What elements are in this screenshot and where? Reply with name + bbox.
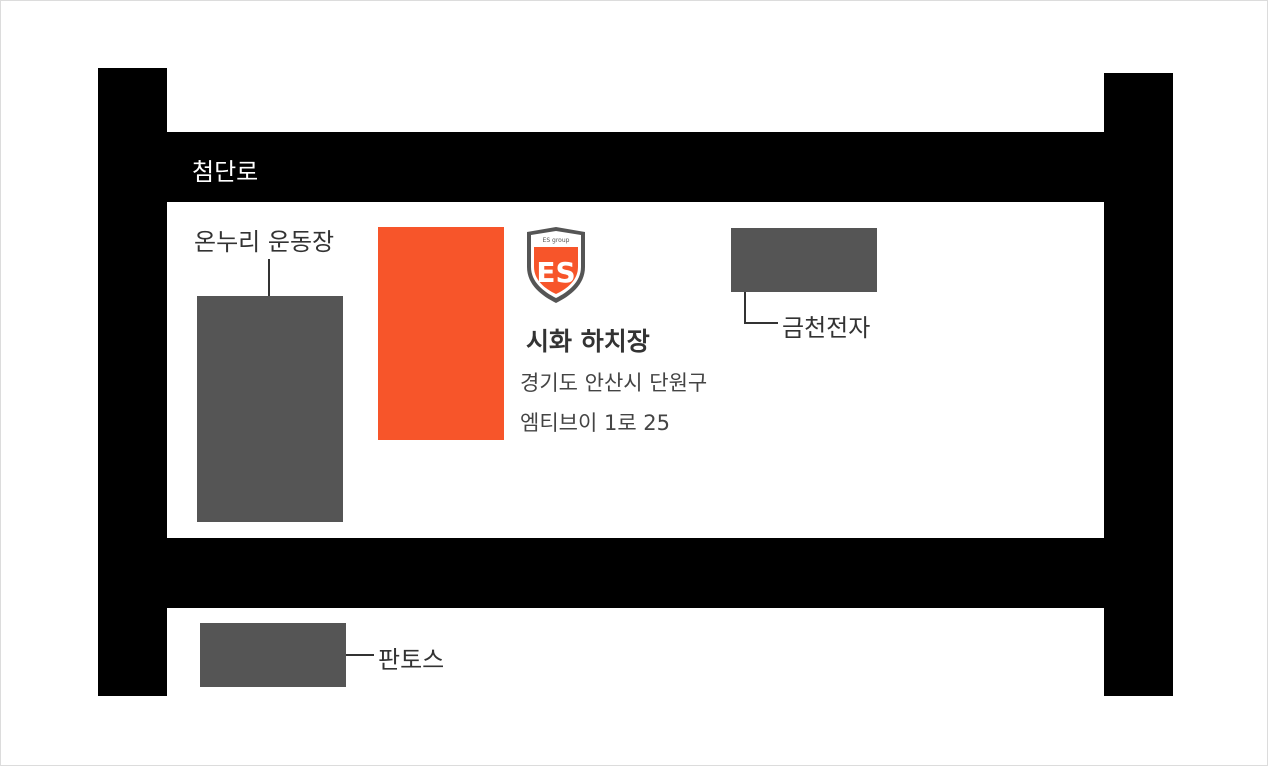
leader-line-geumcheon-vertical: [744, 292, 746, 324]
road-top-horizontal: [98, 132, 1173, 202]
label-pantos: 판토스: [378, 646, 445, 674]
road-label-cheomdan: 첨단로: [192, 158, 259, 186]
svg-text:ES group: ES group: [543, 237, 570, 244]
address-line-1: 경기도 안산시 단원구: [520, 371, 708, 395]
building-onnuri-stadium: [197, 296, 343, 522]
building-pantos: [200, 623, 346, 687]
address-line-2: 엠티브이 1로 25: [520, 411, 671, 435]
leader-line-geumcheon-horizontal: [744, 322, 778, 324]
label-onnuri-stadium: 온누리 운동장: [194, 228, 335, 256]
label-geumcheon-electronics: 금천전자: [782, 314, 871, 342]
building-sihwa-site: [378, 227, 504, 440]
leader-line-onnuri: [268, 259, 270, 297]
es-group-logo: ES group ES: [527, 227, 585, 303]
leader-line-pantos: [346, 654, 374, 656]
location-name: 시화 하치장: [526, 327, 650, 356]
svg-text:ES: ES: [536, 256, 575, 289]
road-bottom-horizontal: [98, 538, 1173, 608]
building-geumcheon-electronics: [731, 228, 877, 292]
